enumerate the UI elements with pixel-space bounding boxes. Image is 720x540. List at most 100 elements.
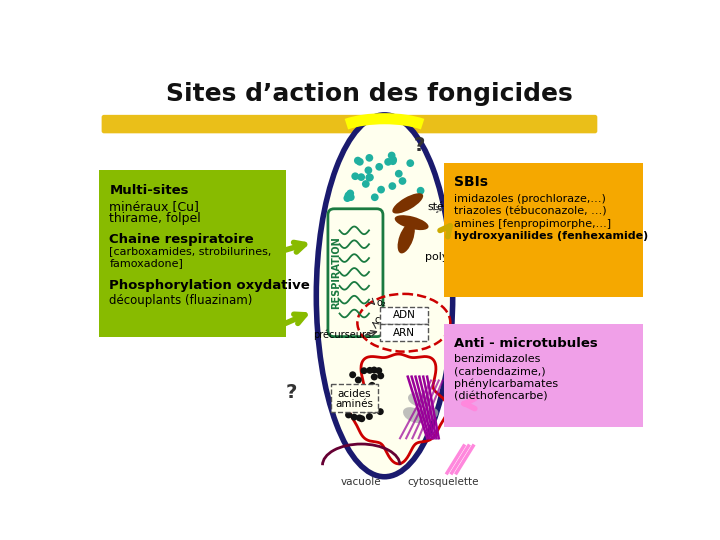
Text: ADN: ADN bbox=[392, 310, 415, 320]
Circle shape bbox=[351, 414, 358, 421]
Circle shape bbox=[356, 414, 363, 421]
Circle shape bbox=[348, 402, 354, 409]
Text: acides: acides bbox=[338, 389, 371, 399]
Text: hydroxyanilides (fenhexamide): hydroxyanilides (fenhexamide) bbox=[454, 231, 649, 241]
Text: Anti - microtubules: Anti - microtubules bbox=[454, 336, 598, 349]
Text: (diéthofencarbe): (diéthofencarbe) bbox=[454, 392, 548, 401]
Text: SBIs: SBIs bbox=[454, 175, 488, 189]
Text: ARN: ARN bbox=[393, 328, 415, 338]
Circle shape bbox=[354, 402, 361, 409]
FancyBboxPatch shape bbox=[99, 170, 286, 336]
Text: ?: ? bbox=[413, 136, 425, 155]
Text: (carbendazime,): (carbendazime,) bbox=[454, 367, 546, 376]
FancyBboxPatch shape bbox=[380, 325, 428, 341]
Circle shape bbox=[361, 406, 368, 413]
Circle shape bbox=[375, 367, 382, 374]
Circle shape bbox=[351, 172, 359, 180]
Circle shape bbox=[375, 163, 383, 171]
Circle shape bbox=[369, 382, 376, 389]
Ellipse shape bbox=[408, 393, 431, 407]
Circle shape bbox=[389, 182, 396, 190]
Text: Phosphorylation oxydative: Phosphorylation oxydative bbox=[109, 279, 310, 292]
Circle shape bbox=[354, 396, 361, 403]
Ellipse shape bbox=[392, 193, 423, 214]
Circle shape bbox=[362, 180, 369, 188]
Text: phénylcarbamates: phénylcarbamates bbox=[454, 379, 559, 389]
Text: triazoles (tébuconazole, …): triazoles (tébuconazole, …) bbox=[454, 206, 607, 217]
Circle shape bbox=[345, 392, 351, 399]
Circle shape bbox=[417, 187, 425, 194]
Text: thirame, folpel: thirame, folpel bbox=[109, 212, 201, 225]
Text: minéraux [Cu]: minéraux [Cu] bbox=[109, 200, 199, 213]
Circle shape bbox=[345, 192, 352, 199]
Text: amines [fenpropimorphe,…]: amines [fenpropimorphe,…] bbox=[454, 219, 611, 229]
Circle shape bbox=[354, 157, 361, 164]
Text: Multi-sites: Multi-sites bbox=[109, 184, 189, 197]
Text: polyols: polyols bbox=[425, 252, 464, 262]
Text: vacuole: vacuole bbox=[341, 477, 382, 487]
Circle shape bbox=[366, 174, 373, 181]
Circle shape bbox=[406, 159, 414, 167]
Text: imidazoles (prochloraze,…): imidazoles (prochloraze,…) bbox=[454, 194, 606, 204]
Text: découplants (fluazinam): découplants (fluazinam) bbox=[109, 294, 253, 307]
Text: Chaine respiratoire: Chaine respiratoire bbox=[109, 233, 254, 246]
FancyBboxPatch shape bbox=[380, 307, 428, 323]
Text: famoxadone]: famoxadone] bbox=[109, 258, 184, 268]
Ellipse shape bbox=[416, 408, 438, 423]
Circle shape bbox=[390, 156, 397, 164]
Circle shape bbox=[364, 166, 372, 174]
Circle shape bbox=[364, 390, 370, 397]
Circle shape bbox=[384, 158, 392, 166]
Circle shape bbox=[366, 413, 373, 420]
Circle shape bbox=[377, 373, 384, 379]
Circle shape bbox=[343, 194, 351, 202]
Circle shape bbox=[357, 173, 365, 181]
Circle shape bbox=[345, 411, 352, 418]
Circle shape bbox=[361, 384, 367, 391]
Circle shape bbox=[347, 193, 355, 201]
Circle shape bbox=[359, 387, 366, 394]
Circle shape bbox=[395, 170, 402, 178]
Circle shape bbox=[371, 374, 378, 381]
Circle shape bbox=[359, 388, 366, 395]
FancyBboxPatch shape bbox=[444, 325, 642, 428]
Circle shape bbox=[349, 372, 356, 378]
Ellipse shape bbox=[316, 115, 453, 477]
Circle shape bbox=[359, 415, 365, 422]
Circle shape bbox=[366, 173, 374, 181]
FancyBboxPatch shape bbox=[331, 383, 377, 412]
Circle shape bbox=[346, 190, 354, 197]
Circle shape bbox=[388, 152, 395, 159]
Circle shape bbox=[355, 376, 361, 383]
Circle shape bbox=[377, 408, 384, 415]
Circle shape bbox=[354, 392, 361, 399]
Text: Sites d’action des fongicides: Sites d’action des fongicides bbox=[166, 82, 572, 106]
Text: benzimidazoles: benzimidazoles bbox=[454, 354, 541, 364]
Circle shape bbox=[371, 407, 378, 414]
Circle shape bbox=[399, 177, 406, 185]
Circle shape bbox=[366, 367, 373, 374]
Text: aminés: aminés bbox=[336, 399, 373, 409]
Circle shape bbox=[356, 158, 364, 166]
FancyBboxPatch shape bbox=[444, 163, 642, 296]
Circle shape bbox=[355, 399, 362, 406]
Circle shape bbox=[389, 157, 397, 165]
FancyBboxPatch shape bbox=[102, 115, 598, 133]
Circle shape bbox=[361, 367, 367, 374]
Text: précurseurs: précurseurs bbox=[312, 329, 371, 340]
Text: o₂: o₂ bbox=[377, 299, 387, 308]
Text: c o₂: c o₂ bbox=[375, 315, 393, 326]
Ellipse shape bbox=[395, 215, 428, 230]
Circle shape bbox=[377, 186, 385, 193]
Circle shape bbox=[371, 367, 377, 374]
Circle shape bbox=[350, 402, 357, 409]
Circle shape bbox=[366, 154, 373, 161]
Text: RESPIRATION: RESPIRATION bbox=[331, 237, 341, 309]
Text: [carboxamides, strobilurines,: [carboxamides, strobilurines, bbox=[109, 247, 271, 256]
Text: cytosquelette: cytosquelette bbox=[407, 477, 478, 487]
Text: stérols: stérols bbox=[427, 202, 464, 212]
Circle shape bbox=[371, 193, 379, 201]
Text: ?: ? bbox=[285, 382, 297, 402]
Ellipse shape bbox=[397, 222, 415, 253]
Ellipse shape bbox=[403, 407, 425, 423]
